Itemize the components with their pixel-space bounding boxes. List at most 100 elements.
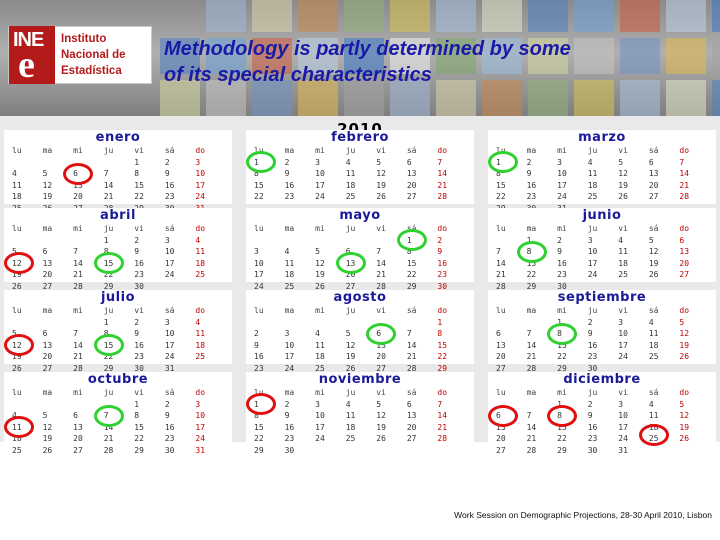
red-day-highlight (547, 404, 578, 427)
weekday-label: sá (648, 146, 659, 155)
day-cell: 28 (437, 434, 448, 443)
month-name: mayo (339, 208, 381, 223)
month-name: agosto (333, 290, 387, 305)
day-cell: 14 (406, 340, 417, 350)
day-cell: 7 (526, 411, 532, 420)
month-name: junio (582, 208, 622, 223)
weekday-label: ma (526, 224, 537, 233)
day-cell: 11 (345, 169, 356, 178)
month-name: febrero (331, 130, 389, 145)
weekday-label: mi (557, 146, 567, 155)
day-cell (73, 317, 104, 329)
day-cell: 9 (437, 247, 443, 256)
day-cell: 3 (587, 235, 593, 245)
facade-panel (298, 0, 338, 32)
day-cell: 20 (73, 434, 83, 443)
facade-panel (206, 38, 246, 74)
weekday-label: sá (164, 306, 175, 315)
day-cell: 5 (315, 247, 320, 256)
month-grid: lu ma mi ju vi sá do 1 2 3 4 5 6 7 8 9 10 11 12 13 14 15 16 17 1… (254, 145, 468, 203)
day-cell: 20 (376, 352, 386, 361)
day-cell: 9 (134, 329, 140, 338)
weekday-label: mi (315, 146, 325, 155)
day-cell: 2 (587, 399, 593, 409)
weekday-label: ju (103, 388, 114, 397)
day-cell: 6 (406, 399, 412, 409)
weekday-label: lu (254, 146, 264, 155)
month-mayo: mayo lu ma mi ju vi sá do 1 2 3 4 5 6 7 8 9 10 11 12 13 14 15 1… (246, 208, 474, 302)
day-cell: 25 (587, 192, 598, 201)
day-cell: 24 (195, 434, 206, 443)
day-cell: 10 (587, 247, 598, 256)
day-cell: 25 (345, 434, 356, 443)
day-cell: 24 (618, 434, 628, 443)
day-cell: 12 (679, 411, 690, 420)
day-cell: 29 (103, 363, 114, 373)
day-cell: 24 (557, 192, 567, 201)
weekday-label: sá (164, 146, 175, 155)
weekday-label: sá (648, 388, 659, 397)
weekday-label: sá (164, 388, 175, 397)
facade-panel (252, 0, 292, 32)
day-cell: 11 (648, 411, 659, 420)
day-cell (73, 235, 104, 247)
day-cell: 23 (284, 192, 295, 201)
weekday-label: ma (284, 306, 295, 315)
weekday-label: mi (557, 388, 567, 397)
day-cell: 28 (103, 445, 114, 455)
day-cell: 3 (315, 399, 320, 409)
facade-panel (482, 38, 522, 74)
day-cell: 4 (345, 157, 351, 167)
weekday-label: do (195, 224, 206, 233)
weekday-label: vi (376, 306, 386, 315)
day-cell: 30 (587, 363, 598, 373)
day-cell: 24 (587, 270, 598, 279)
month-diciembre: diciembre lu ma mi ju vi sá do 1 2 3 4 5 6 7 8 9 10 11 12 13… (488, 372, 716, 455)
day-cell: 23 (164, 192, 175, 201)
day-cell: 4 (345, 399, 351, 409)
month-grid: lu ma mi ju vi sá do 1 2 3 4 5 6 7 8 9 10 11 12 13 14 15 16 17 1… (254, 223, 468, 304)
day-cell: 1 (526, 235, 532, 245)
footer-text: Work Session on Demographic Projections,… (454, 510, 712, 520)
day-cell: 31 (618, 445, 628, 455)
day-cell: 14 (376, 258, 386, 268)
facade-panel (528, 80, 568, 116)
slide-title: Methodology is partly determined by some… (164, 36, 684, 88)
day-cell: 29 (557, 445, 567, 455)
day-cell: 25 (12, 445, 22, 455)
facade-panel (666, 80, 706, 116)
month-febrero: febrero lu ma mi ju vi sá do 1 2 3 4 5 6 7 8 9 10 11 12 13 14… (246, 130, 474, 204)
day-cell: 14 (437, 169, 448, 178)
day-cell: 29 (254, 445, 264, 455)
weekday-label: sá (406, 224, 417, 233)
weekday-label: vi (618, 306, 628, 315)
month-octubre: octubre lu ma mi ju vi sá do 1 2 3 4 5 6 7 8 9 10 11 12 13 14… (4, 372, 232, 455)
facade-panel (252, 80, 292, 116)
day-cell: 18 (345, 180, 356, 190)
day-cell: 22 (406, 270, 417, 279)
calendar-2010: 2010 enero lu ma mi ju vi sá do 1 2 3 4 5 6 7 8 9 10 11 12 1… (0, 116, 720, 455)
day-cell: 6 (42, 329, 48, 338)
facade-panel (712, 0, 720, 32)
green-day-highlight (93, 334, 124, 357)
day-cell: 30 (164, 445, 175, 455)
day-cell (649, 445, 680, 457)
day-cell (43, 235, 74, 247)
ine-logo: INE e Instituto Nacional de Estadística (8, 26, 152, 84)
day-cell: 23 (437, 270, 448, 279)
weekday-label: ju (345, 388, 356, 397)
weekday-label: mi (557, 224, 567, 233)
day-cell: 9 (587, 411, 593, 420)
day-cell: 2 (284, 157, 290, 167)
day-cell: 8 (103, 247, 109, 256)
day-cell: 24 (195, 192, 206, 201)
day-cell: 14 (526, 340, 537, 350)
day-cell: 19 (315, 270, 325, 279)
logo-line-2: Nacional de (61, 49, 126, 61)
day-cell: 10 (284, 340, 295, 350)
day-cell: 17 (618, 422, 628, 432)
day-cell: 24 (164, 270, 175, 279)
day-cell: 22 (557, 352, 567, 361)
day-cell: 9 (254, 340, 259, 350)
facade-panel (344, 0, 384, 32)
